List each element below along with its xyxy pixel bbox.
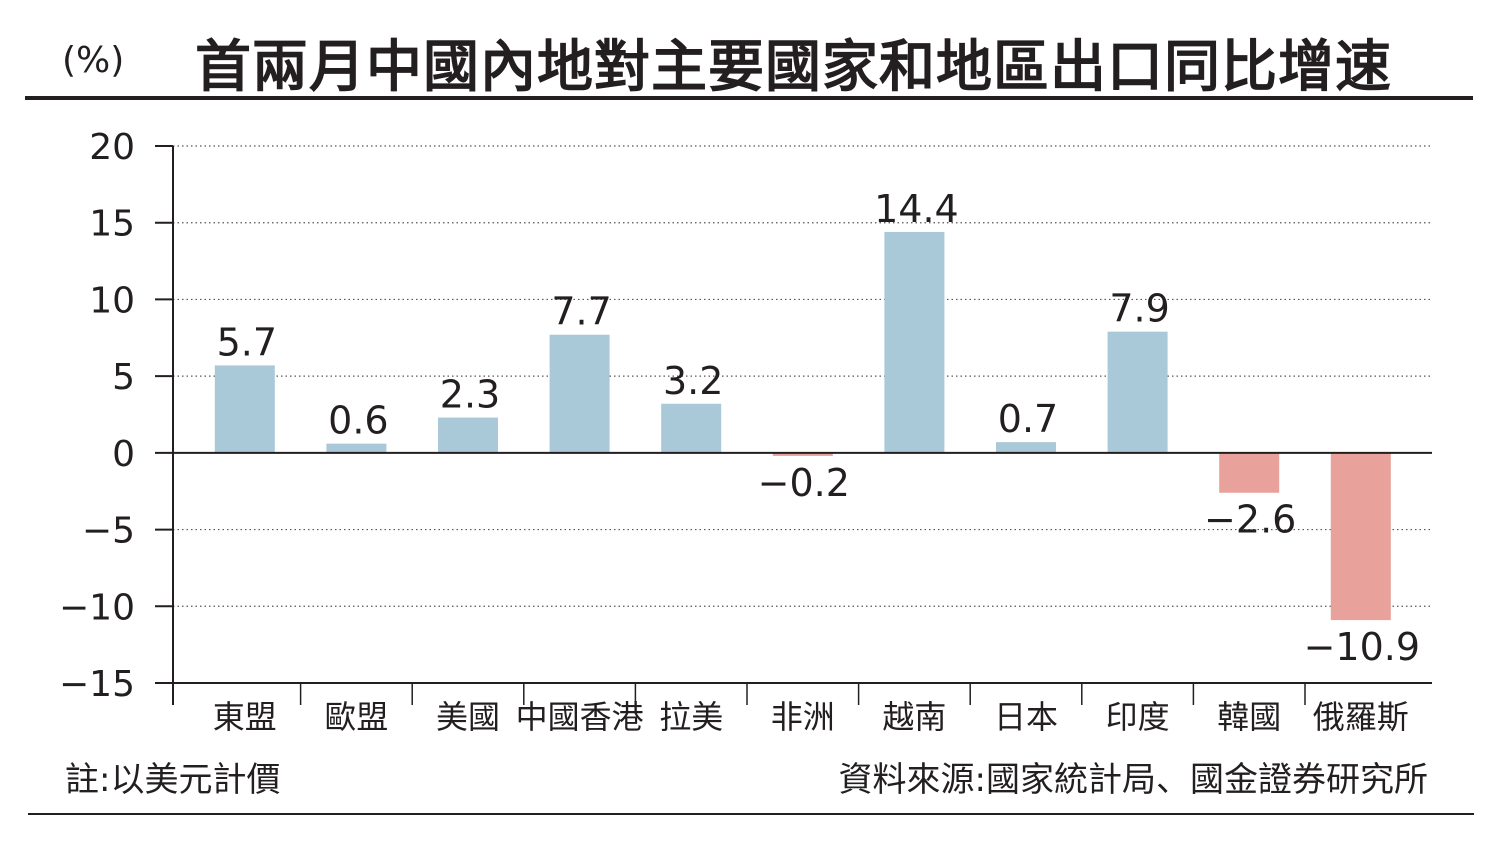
x-tick-label: 歐盟 bbox=[324, 698, 388, 736]
bar bbox=[884, 231, 945, 453]
chart-title: 首兩月中國內地對主要國家和地區出口同比增速 bbox=[195, 35, 1392, 100]
bar bbox=[214, 365, 275, 453]
y-tick-label: 10 bbox=[89, 280, 135, 321]
x-tick-label: 日本 bbox=[994, 698, 1058, 736]
data-label: −10.9 bbox=[1304, 625, 1420, 669]
bar bbox=[996, 442, 1056, 453]
x-tick-label: 拉美 bbox=[659, 698, 723, 736]
footnote: 註:以美元計價 bbox=[65, 760, 281, 800]
bar bbox=[1107, 331, 1168, 453]
bars bbox=[214, 231, 1391, 621]
y-axis-unit: (%) bbox=[62, 40, 125, 81]
x-tick-label: 美國 bbox=[436, 698, 500, 736]
y-tick-label: 0 bbox=[112, 434, 135, 475]
bar bbox=[661, 403, 722, 453]
title-rule bbox=[25, 96, 1473, 100]
y-tick-label: −15 bbox=[59, 664, 135, 705]
data-label: −0.2 bbox=[758, 461, 850, 505]
data-label: 7.9 bbox=[1109, 287, 1169, 331]
bar bbox=[549, 334, 610, 453]
data-label: 14.4 bbox=[874, 187, 959, 231]
x-tick-label: 印度 bbox=[1106, 698, 1170, 736]
bar bbox=[438, 417, 498, 453]
bottom-rule bbox=[28, 813, 1474, 815]
x-tick-label: 越南 bbox=[882, 698, 946, 736]
bar bbox=[1330, 452, 1391, 621]
y-tick-label: 5 bbox=[112, 357, 135, 398]
data-label: 7.7 bbox=[551, 290, 611, 334]
bar bbox=[772, 452, 833, 456]
data-label: −2.6 bbox=[1204, 498, 1296, 542]
x-tick-label: 東盟 bbox=[213, 698, 277, 736]
y-tick-label: 20 bbox=[89, 127, 135, 168]
x-tick-label: 非洲 bbox=[771, 698, 835, 736]
y-tick-label: −5 bbox=[82, 511, 135, 552]
source-note: 資料來源:國家統計局、國金證券研究所 bbox=[838, 760, 1428, 800]
y-tick-label: −10 bbox=[59, 587, 135, 628]
axes bbox=[155, 145, 1432, 705]
bar bbox=[1219, 452, 1280, 493]
y-tick-label: 15 bbox=[89, 204, 135, 245]
bar bbox=[326, 443, 387, 453]
data-label: 2.3 bbox=[440, 373, 500, 417]
data-label: 5.7 bbox=[217, 320, 277, 364]
x-tick-label: 俄羅斯 bbox=[1313, 698, 1409, 736]
data-label: 0.7 bbox=[998, 397, 1058, 441]
x-tick-label: 韓國 bbox=[1217, 698, 1281, 736]
x-tick-label: 中國香港 bbox=[516, 698, 644, 736]
data-label: 0.6 bbox=[328, 399, 388, 443]
labels: 20 15 10 5 0 −5 −10 −15 5.7 東盟 0.6 歐盟 2.3 美國 7.7 中國香港 3.… bbox=[59, 127, 1420, 736]
data-label: 3.2 bbox=[663, 359, 723, 403]
